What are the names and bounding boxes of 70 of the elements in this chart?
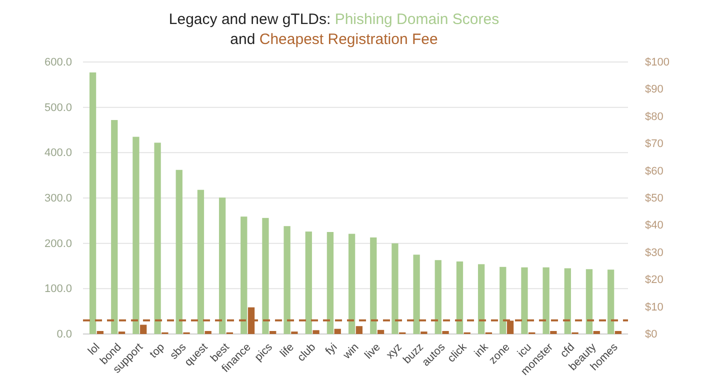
x-tick-label: live bbox=[362, 341, 383, 362]
bar bbox=[204, 331, 212, 334]
bar bbox=[542, 267, 550, 334]
bar bbox=[197, 190, 204, 334]
bar bbox=[456, 261, 464, 334]
y2-tick-label: $40 bbox=[645, 220, 664, 232]
bar bbox=[140, 324, 147, 334]
y2-tick-label: $90 bbox=[645, 84, 664, 96]
bar bbox=[377, 330, 384, 334]
y2-tick-label: $70 bbox=[645, 138, 664, 150]
bar bbox=[334, 328, 341, 334]
x-tick-label: life bbox=[278, 341, 297, 360]
bar bbox=[413, 254, 420, 334]
bar bbox=[262, 218, 269, 334]
bar bbox=[218, 198, 226, 334]
y2-tick-label: $20 bbox=[645, 274, 664, 286]
bar bbox=[550, 331, 557, 334]
bar bbox=[111, 120, 118, 334]
text: and bbox=[230, 31, 260, 48]
bar bbox=[370, 237, 377, 334]
y2-tick-label: $50 bbox=[645, 192, 664, 205]
bar bbox=[312, 330, 320, 334]
y-tick-label: 500.0 bbox=[44, 102, 72, 114]
y-tick-label: 400.0 bbox=[44, 147, 72, 160]
x-tick-label: top bbox=[148, 341, 168, 361]
bar bbox=[586, 269, 593, 334]
y-tick-label: 600.0 bbox=[44, 56, 72, 69]
bar bbox=[521, 267, 528, 334]
bar bbox=[478, 264, 485, 334]
bar bbox=[607, 270, 614, 334]
x-tick-label: fyi bbox=[323, 341, 340, 358]
y2-tick-label: $30 bbox=[645, 246, 664, 259]
bar bbox=[240, 216, 248, 334]
text: Cheapest Registration Fee bbox=[259, 31, 438, 48]
y-tick-label: 100.0 bbox=[44, 283, 72, 296]
bar bbox=[564, 268, 571, 334]
bar bbox=[392, 243, 398, 334]
bar bbox=[326, 232, 334, 334]
x-tick-label: click bbox=[446, 340, 470, 365]
bar bbox=[593, 331, 600, 334]
y2-tick-label: $100 bbox=[645, 56, 670, 69]
y2-tick-label: $10 bbox=[645, 301, 664, 314]
x-tick-label: ink bbox=[472, 340, 492, 360]
bar bbox=[154, 142, 161, 334]
bar bbox=[270, 331, 276, 334]
y-tick-label: 0.0 bbox=[56, 328, 72, 341]
chart-title: Legacy and new gTLDs: bbox=[168, 11, 331, 28]
bar bbox=[442, 331, 449, 334]
bar bbox=[500, 266, 506, 334]
y-tick-label: 300.0 bbox=[44, 192, 72, 205]
bar bbox=[434, 260, 442, 334]
text: Phishing Domain Scores bbox=[330, 11, 500, 28]
x-tick-label: club bbox=[295, 341, 318, 364]
y2-tick-label: $80 bbox=[645, 110, 664, 123]
bar bbox=[89, 72, 96, 334]
bar bbox=[348, 234, 356, 334]
bar bbox=[96, 331, 104, 334]
y2-tick-label: $60 bbox=[645, 165, 664, 178]
y2-tick-label: $0 bbox=[645, 328, 658, 341]
x-tick-label: win bbox=[340, 341, 362, 362]
bar bbox=[305, 232, 312, 334]
bar bbox=[614, 331, 622, 334]
x-tick-label: xyz bbox=[384, 341, 404, 362]
x-tick-label: pics bbox=[252, 340, 276, 364]
bar bbox=[132, 136, 140, 334]
bar bbox=[356, 326, 363, 334]
bar bbox=[176, 170, 182, 334]
x-tick-label: lol bbox=[86, 341, 102, 358]
y-tick-label: 200.0 bbox=[44, 238, 72, 250]
bar bbox=[284, 226, 290, 334]
